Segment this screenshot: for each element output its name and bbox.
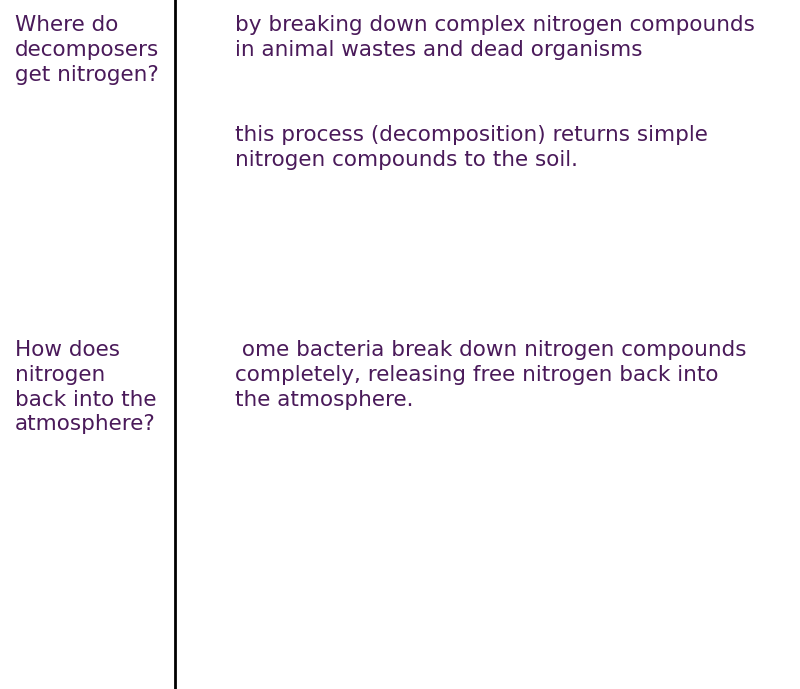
Text: ome bacteria break down nitrogen compounds
completely, releasing free nitrogen b: ome bacteria break down nitrogen compoun… <box>235 340 746 409</box>
Text: by breaking down complex nitrogen compounds
in animal wastes and dead organisms: by breaking down complex nitrogen compou… <box>235 15 755 60</box>
Text: Where do
decomposers
get nitrogen?: Where do decomposers get nitrogen? <box>15 15 159 85</box>
Text: this process (decomposition) returns simple
nitrogen compounds to the soil.: this process (decomposition) returns sim… <box>235 125 708 169</box>
Text: How does
nitrogen
back into the
atmosphere?: How does nitrogen back into the atmosphe… <box>15 340 157 434</box>
